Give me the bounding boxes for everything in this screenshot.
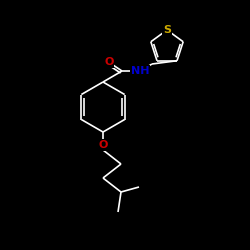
Text: O: O bbox=[104, 57, 114, 67]
Text: S: S bbox=[163, 25, 171, 35]
Text: NH: NH bbox=[131, 66, 149, 76]
Text: O: O bbox=[98, 140, 108, 150]
